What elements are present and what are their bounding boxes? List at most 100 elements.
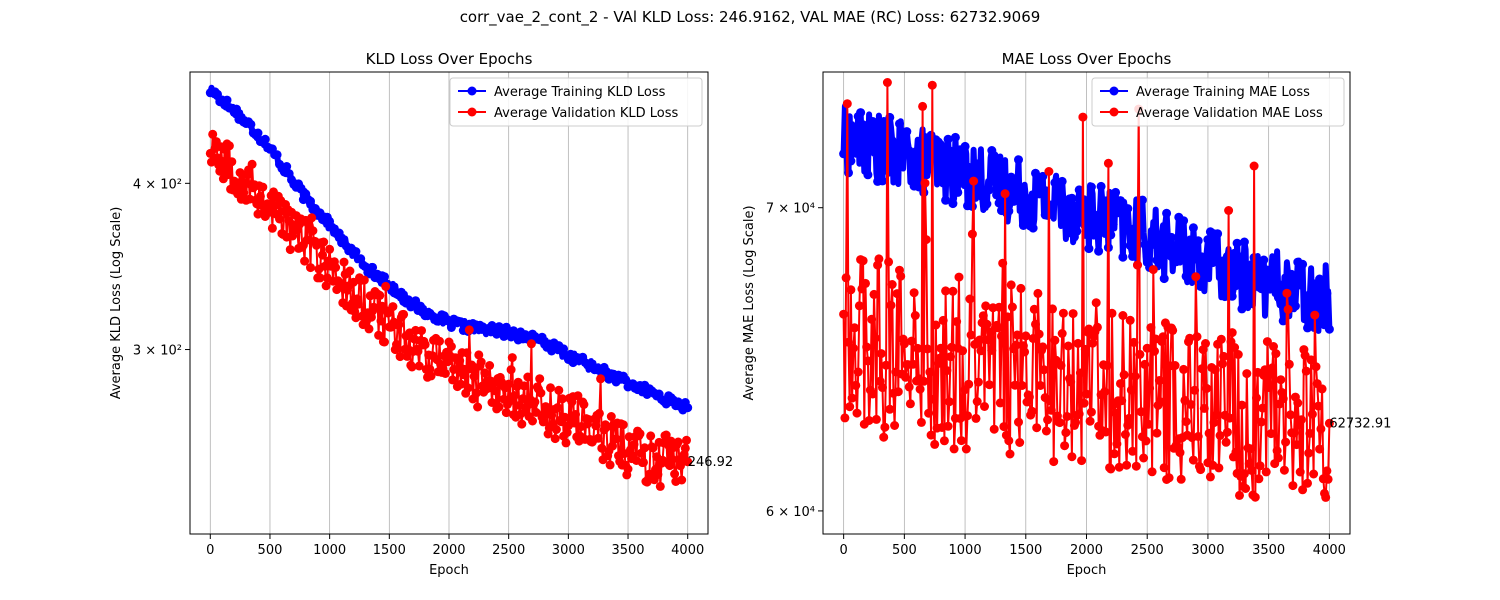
validation-point	[1298, 485, 1308, 495]
validation-point	[1175, 448, 1185, 458]
legend-label: Average Validation MAE Loss	[1136, 106, 1323, 121]
validation-point	[847, 393, 857, 403]
y-axis-label: Average MAE Loss (Log Scale)	[742, 205, 757, 400]
x-axis-label: Epoch	[429, 563, 469, 578]
training-point	[960, 141, 970, 151]
training-point	[958, 166, 968, 176]
training-point	[1140, 240, 1150, 249]
validation-point	[383, 308, 393, 318]
training-point	[1038, 171, 1048, 181]
validation-point	[1282, 288, 1292, 298]
training-point	[863, 170, 873, 180]
validation-point	[1216, 334, 1226, 344]
validation-point	[1006, 280, 1016, 290]
validation-point	[494, 402, 504, 412]
validation-point	[879, 432, 889, 442]
validation-point	[1289, 428, 1299, 438]
validation-point	[1046, 405, 1056, 415]
validation-point	[648, 443, 658, 453]
validation-point	[1129, 337, 1139, 347]
training-point	[1208, 258, 1218, 268]
validation-point	[980, 402, 989, 411]
training-point	[1303, 323, 1312, 333]
x-tick-label: 2000	[1070, 543, 1103, 558]
validation-point	[1164, 473, 1174, 483]
validation-point	[519, 381, 529, 391]
final-value-annotation: 62732.91	[1329, 416, 1391, 431]
training-point	[904, 146, 914, 156]
validation-point	[1050, 335, 1060, 345]
validation-point	[682, 435, 691, 445]
x-axis-label: Epoch	[1067, 563, 1107, 578]
training-point	[938, 178, 948, 188]
x-tick-label: 1500	[1009, 543, 1042, 558]
x-tick-label: 3500	[611, 543, 644, 558]
validation-point	[896, 271, 906, 281]
training-point	[1014, 155, 1023, 165]
training-point	[1242, 300, 1252, 310]
validation-point	[569, 418, 579, 428]
validation-point	[285, 245, 295, 255]
validation-point	[913, 343, 923, 353]
validation-point	[946, 352, 955, 362]
validation-point	[925, 367, 935, 377]
validation-point	[939, 436, 949, 446]
training-point	[501, 322, 511, 332]
validation-point	[1156, 397, 1166, 407]
validation-point	[1142, 343, 1152, 353]
validation-point	[1255, 461, 1265, 471]
validation-point	[1154, 376, 1164, 385]
validation-point	[1231, 447, 1241, 457]
training-point	[1004, 206, 1014, 216]
validation-point	[530, 397, 540, 407]
training-point	[1191, 254, 1201, 264]
training-point	[1171, 257, 1181, 267]
validation-point	[927, 80, 937, 90]
validation-point	[1118, 311, 1128, 320]
validation-point	[1201, 339, 1210, 348]
validation-point	[1061, 428, 1071, 438]
validation-point	[1092, 322, 1102, 332]
validation-point	[1247, 465, 1257, 475]
training-point	[948, 199, 958, 209]
validation-point	[1103, 158, 1113, 168]
validation-point	[963, 411, 972, 421]
validation-point	[1313, 401, 1323, 411]
training-point	[306, 196, 315, 206]
validation-point	[952, 317, 962, 327]
validation-point	[1210, 365, 1220, 375]
validation-point	[1258, 403, 1268, 413]
validation-point	[455, 356, 465, 366]
training-point	[1278, 316, 1288, 326]
validation-point	[667, 454, 677, 464]
validation-point	[1082, 389, 1091, 399]
validation-point	[1214, 463, 1224, 473]
validation-point	[909, 288, 919, 298]
validation-point	[518, 394, 528, 404]
training-point	[1142, 251, 1152, 261]
validation-point	[1012, 330, 1022, 340]
validation-point	[1074, 409, 1084, 419]
training-point	[921, 156, 931, 166]
validation-point	[1016, 283, 1026, 293]
validation-point	[1043, 415, 1053, 425]
training-point	[1157, 229, 1167, 239]
training-point	[1099, 221, 1108, 230]
validation-point	[676, 461, 685, 471]
validation-point	[399, 309, 409, 319]
validation-point	[1063, 341, 1073, 351]
validation-point	[1078, 112, 1088, 122]
validation-point	[920, 178, 930, 188]
validation-point	[944, 397, 954, 407]
validation-point	[381, 281, 391, 291]
validation-point	[1197, 364, 1207, 374]
final-value-annotation: 246.92	[688, 455, 734, 470]
validation-point	[462, 348, 472, 358]
training-point	[1305, 291, 1315, 300]
validation-point	[942, 366, 952, 376]
validation-point	[474, 350, 484, 360]
validation-point	[308, 226, 318, 236]
validation-point	[1119, 370, 1129, 380]
validation-point	[1192, 332, 1202, 342]
validation-point	[982, 319, 992, 329]
